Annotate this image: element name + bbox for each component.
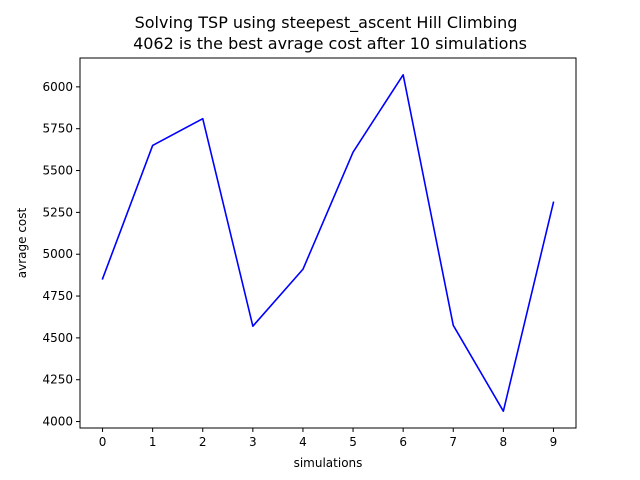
x-tick-label: 7	[449, 435, 457, 449]
plot-area: 0 1 2 3 4 5 6 7 8 9 4000 4250 4500 4750 5000 5250 5500 57…	[42, 74, 558, 449]
x-tick-label: 0	[99, 435, 107, 449]
x-tick-label: 3	[249, 435, 257, 449]
x-tick-label: 8	[500, 435, 508, 449]
x-tick-label: 6	[399, 435, 407, 449]
x-axis-label: simulations	[294, 456, 363, 470]
y-tick-label: 5250	[42, 205, 73, 219]
axes-frame	[79, 57, 577, 429]
y-axis-label: avrage cost	[15, 207, 29, 278]
y-tick-label: 4750	[42, 289, 73, 303]
x-tick-label: 2	[199, 435, 207, 449]
chart-title-line-2: 4062 is the best avrage cost after 10 si…	[133, 34, 527, 53]
x-tick-label: 4	[299, 435, 307, 449]
y-tick-label: 6000	[42, 80, 73, 94]
y-tick-label: 5750	[42, 122, 73, 136]
y-tick-label: 4250	[42, 373, 73, 387]
series-line-0	[101, 74, 555, 412]
y-tick-label: 5500	[42, 164, 73, 178]
y-tick-label: 4500	[42, 331, 73, 345]
y-tick-label: 5000	[42, 247, 73, 261]
y-tick-label: 4000	[42, 415, 73, 429]
chart-title-line-1: Solving TSP using steepest_ascent Hill C…	[135, 13, 518, 33]
x-tick-label: 9	[550, 435, 558, 449]
x-tick-label: 5	[349, 435, 357, 449]
x-tick-label: 1	[149, 435, 157, 449]
